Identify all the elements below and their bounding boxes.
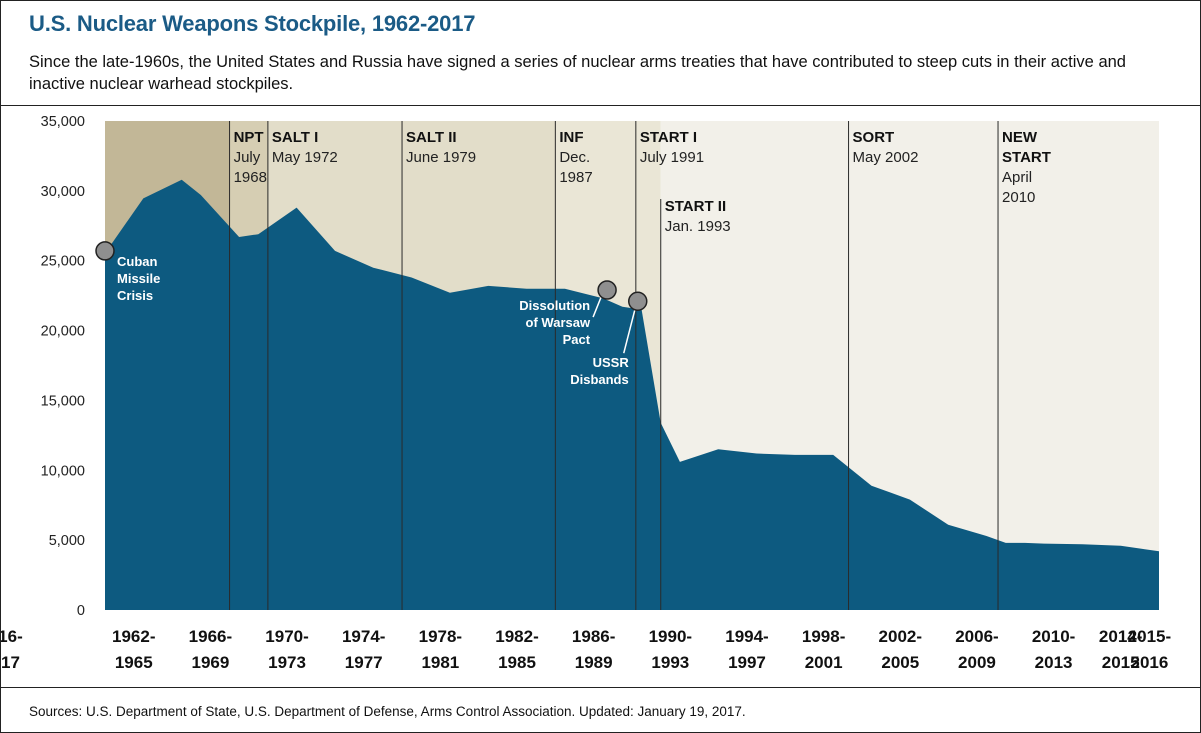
x-tick-label: 2006- bbox=[955, 627, 998, 646]
event-leader bbox=[623, 310, 636, 354]
treaty-name: INF bbox=[559, 129, 583, 146]
treaty-name: SORT bbox=[853, 129, 895, 146]
x-tick-label: 1994- bbox=[725, 627, 768, 646]
x-tick-label: 1997 bbox=[728, 653, 766, 672]
event-label: of Warsaw bbox=[526, 315, 591, 330]
x-tick-label: 1966- bbox=[189, 627, 232, 646]
y-tick-label: 25,000 bbox=[41, 254, 85, 270]
source-note: Sources: U.S. Department of State, U.S. … bbox=[29, 704, 746, 719]
event-label: USSR bbox=[593, 355, 630, 370]
stockpile-chart: NPT July 1968 SALT I May 1972 SALT II June 197… bbox=[1, 114, 1171, 672]
y-tick-label: 10,000 bbox=[41, 463, 85, 479]
event-label: Dissolution bbox=[519, 298, 590, 313]
treaty-date: May 2002 bbox=[853, 149, 919, 166]
x-tick-label: 1974- bbox=[342, 627, 385, 646]
x-tick-label: 1993 bbox=[651, 653, 689, 672]
event-leader bbox=[592, 296, 602, 318]
x-tick-label: 2013 bbox=[1035, 653, 1073, 672]
treaty-name: START bbox=[1002, 149, 1051, 166]
x-tick-label: 1990- bbox=[649, 627, 692, 646]
x-tick-label: 2015 bbox=[1102, 653, 1140, 672]
x-tick-label: 1998- bbox=[802, 627, 845, 646]
y-tick-label: 15,000 bbox=[41, 393, 85, 409]
header: U.S. Nuclear Weapons Stockpile, 1962-201… bbox=[1, 1, 1200, 106]
y-tick-label: 20,000 bbox=[41, 324, 85, 340]
x-tick-label: 2009 bbox=[958, 653, 996, 672]
x-tick-label: 2001 bbox=[805, 653, 843, 672]
x-tick-label: 2016- bbox=[1, 627, 23, 646]
treaty-date: Dec. bbox=[559, 149, 590, 166]
x-tick-label: 1986- bbox=[572, 627, 615, 646]
era-band bbox=[998, 121, 1159, 610]
x-tick-label: 1985 bbox=[498, 653, 536, 672]
x-tick-label: 1989 bbox=[575, 653, 613, 672]
x-tick-label: 1965 bbox=[115, 653, 153, 672]
x-tick-label: 2002- bbox=[879, 627, 922, 646]
y-tick-label: 35,000 bbox=[41, 114, 85, 130]
treaty-name: NPT bbox=[234, 129, 264, 146]
x-tick-label: 2015- bbox=[1128, 627, 1171, 646]
x-tick-label: 1970- bbox=[265, 627, 308, 646]
page-title: U.S. Nuclear Weapons Stockpile, 1962-201… bbox=[29, 11, 476, 36]
event-label: Disbands bbox=[570, 372, 629, 387]
treaty-date: April bbox=[1002, 169, 1032, 186]
treaty-date: 1968 bbox=[234, 169, 267, 186]
treaty-name: START II bbox=[665, 198, 726, 215]
event-marker bbox=[95, 241, 115, 261]
event-marker bbox=[597, 280, 617, 300]
event-marker bbox=[627, 291, 648, 311]
x-tick-label: 2016 bbox=[1131, 653, 1169, 672]
treaty-date: 1987 bbox=[559, 169, 592, 186]
treaty-name: SALT II bbox=[406, 129, 457, 146]
x-tick-label: 1973 bbox=[268, 653, 306, 672]
treaty-date: May 1972 bbox=[272, 149, 338, 166]
x-tick-label: 2005 bbox=[881, 653, 919, 672]
y-tick-label: 0 bbox=[77, 603, 85, 619]
event-label: Crisis bbox=[117, 288, 153, 303]
treaty-date: Jan. 1993 bbox=[665, 218, 731, 235]
x-tick-label: 1978- bbox=[419, 627, 462, 646]
event-label: Missile bbox=[117, 271, 160, 286]
treaty-date: 2010 bbox=[1002, 189, 1035, 206]
x-tick-label: 2017 bbox=[1, 653, 20, 672]
treaty-date: July bbox=[234, 149, 261, 166]
treaty-name: START I bbox=[640, 129, 697, 146]
treaty-date: July 1991 bbox=[640, 149, 704, 166]
treaty-date: June 1979 bbox=[406, 149, 476, 166]
stockpile-area bbox=[105, 179, 1159, 610]
x-tick-label: 1962- bbox=[112, 627, 155, 646]
y-tick-label: 5,000 bbox=[49, 533, 85, 549]
x-tick-label: 1981 bbox=[421, 653, 459, 672]
footer: Sources: U.S. Department of State, U.S. … bbox=[1, 687, 1200, 733]
treaty-name: SALT I bbox=[272, 129, 318, 146]
x-tick-label: 1982- bbox=[495, 627, 538, 646]
x-tick-label: 1969 bbox=[191, 653, 229, 672]
treaty-name: NEW bbox=[1002, 129, 1038, 146]
page-subtitle: Since the late-1960s, the United States … bbox=[29, 53, 1126, 93]
event-label: Pact bbox=[563, 332, 591, 347]
x-tick-label: 2014- bbox=[1099, 627, 1142, 646]
x-tick-label: 2010- bbox=[1032, 627, 1075, 646]
x-tick-label: 1977 bbox=[345, 653, 383, 672]
event-label: Cuban bbox=[117, 254, 158, 269]
y-tick-label: 30,000 bbox=[41, 184, 85, 200]
